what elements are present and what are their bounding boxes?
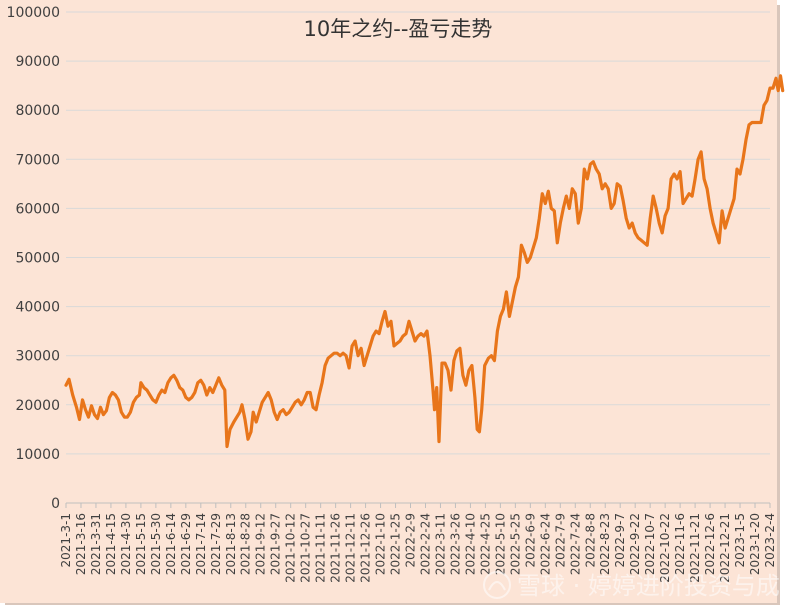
watermark: 雪球 · 婷婷进阶投资与成长 [483,571,800,600]
x-tick-label: 2021-7-29 [209,513,223,575]
y-axis: 0 10000 20000 30000 40000 50000 60000 70000 8000… [7,5,60,512]
x-tick-label: 2022-3-11 [433,513,447,575]
x-tick-label: 2021-12-11 [344,513,358,583]
x-tick-label: 2021-4-15 [104,513,118,575]
x-tick-label: 2021-3-1 [59,513,73,567]
x-tick-label: 2021-11-11 [314,513,328,583]
x-tick-label: 2022-12-6 [703,513,717,575]
x-tick-label: 2022-2-24 [418,513,432,575]
chart-area [0,0,777,603]
x-tick-label: 2022-9-22 [628,513,642,575]
x-tick-label: 2022-5-25 [508,513,522,575]
x-tick-label: 2022-1-25 [389,513,403,575]
x-tick-label: 2022-4-10 [463,513,477,575]
y-tick-label: 60000 [15,201,60,217]
x-tick-label: 2022-10-7 [643,513,657,575]
x-tick-label: 2021-11-26 [329,513,343,583]
y-tick-label: 90000 [15,54,60,70]
x-tick-label: 2021-5-30 [149,513,163,575]
y-tick-label: 10000 [15,447,60,463]
x-tick-label: 2022-6-9 [523,513,537,567]
x-tick-label: 2021-6-29 [179,513,193,575]
y-tick-label: 20000 [15,398,60,414]
x-tick-label: 2022-3-26 [448,513,462,575]
x-tick-label: 2022-7-24 [568,513,582,575]
y-tick-label: 30000 [15,349,60,365]
x-tick-label: 2022-2-9 [404,513,418,567]
x-tick-label: 2021-10-27 [299,513,313,583]
x-tick-label: 2021-9-27 [269,513,283,575]
y-tick-label: 40000 [15,300,60,316]
x-tick-label: 2022-10-22 [658,513,672,583]
x-tick-label: 2023-1-5 [733,513,747,567]
x-tick-label: 2022-4-25 [478,513,492,575]
x-tick-label: 2021-8-28 [239,513,253,575]
x-tick-label: 2022-8-8 [583,513,597,567]
y-tick-label: 80000 [15,103,60,119]
x-tick-label: 2022-11-21 [688,513,702,583]
y-tick-label: 50000 [15,251,60,267]
x-tick-label: 2023-2-4 [763,513,777,567]
x-tick-label: 2023-1-20 [748,513,762,575]
x-tick-label: 2022-6-24 [538,513,552,575]
x-tick-label: 2022-7-9 [553,513,567,567]
x-tick-label: 2021-8-13 [224,513,238,575]
x-tick-label: 2021-3-31 [89,513,103,575]
series-line [64,74,785,449]
x-tick-label: 2021-3-16 [74,513,88,575]
x-tick-label: 2022-5-10 [493,513,507,575]
x-tick-label: 2022-12-21 [718,513,732,583]
x-tick-label: 2021-10-12 [284,513,298,583]
watermark-text: 雪球 · 婷婷进阶投资与成长 [517,572,800,600]
x-axis: 2021-3-1 2021-3-16 2021-3-31 2021-4-15 2021-… [59,503,777,583]
x-tick-label: 2022-8-23 [598,513,612,575]
x-tick-label: 2021-6-14 [164,513,178,575]
x-tick-label: 2022-11-6 [673,513,687,575]
y-tick-label: 70000 [15,152,60,168]
x-tick-label: 2022-9-7 [613,513,627,567]
x-tick-label: 2021-5-15 [134,513,148,575]
y-tick-label: 100000 [7,5,60,21]
y-tick-label: 0 [51,496,60,512]
series-group [64,74,785,449]
chart-title: 10年之约--盈亏走势 [304,17,493,41]
x-tick-label: 2021-12-26 [359,513,373,583]
x-tick-label: 2021-7-14 [194,513,208,575]
x-tick-label: 2021-4-30 [119,513,133,575]
x-tick-label: 2021-9-12 [254,513,268,575]
snowball-logo-icon [483,571,511,599]
x-tick-label: 2022-1-10 [374,513,388,575]
